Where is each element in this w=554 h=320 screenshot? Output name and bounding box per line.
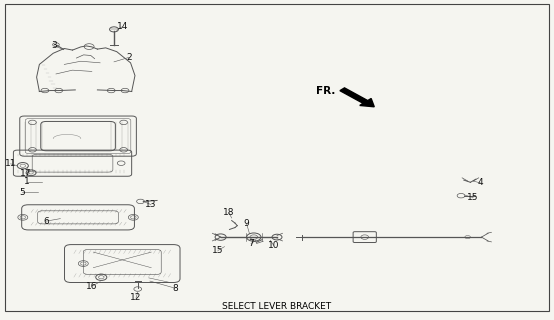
Text: 15: 15 <box>212 246 224 255</box>
Text: 18: 18 <box>223 208 235 217</box>
Text: 4: 4 <box>478 179 483 188</box>
Text: FR.: FR. <box>316 85 336 96</box>
Text: 14: 14 <box>116 22 128 31</box>
Text: 16: 16 <box>86 282 98 291</box>
FancyArrow shape <box>340 88 375 107</box>
Text: 15: 15 <box>468 193 479 202</box>
Text: 8: 8 <box>172 284 178 292</box>
Text: 3: 3 <box>52 41 57 51</box>
Text: 7: 7 <box>248 239 254 248</box>
Text: 9: 9 <box>244 219 249 228</box>
Text: 17: 17 <box>20 169 32 178</box>
Text: 10: 10 <box>268 241 279 250</box>
Text: 11: 11 <box>5 159 17 168</box>
Text: 1: 1 <box>24 177 30 186</box>
Text: 2: 2 <box>126 53 132 62</box>
Text: 6: 6 <box>43 217 49 226</box>
Text: SELECT LEVER BRACKET: SELECT LEVER BRACKET <box>223 302 331 311</box>
Text: 5: 5 <box>19 188 24 197</box>
Text: 12: 12 <box>130 293 142 302</box>
Text: 13: 13 <box>145 200 157 209</box>
